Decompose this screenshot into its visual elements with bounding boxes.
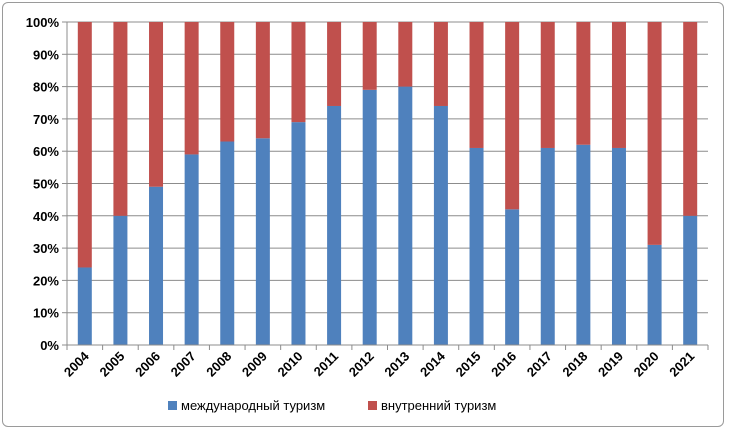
y-tick-label: 70% [33,112,59,127]
bar-domestic-2012 [362,22,377,90]
bar-international-2021 [683,215,698,345]
bar-international-2020 [647,244,662,345]
y-tick-label: 50% [33,177,59,192]
bar-domestic-2014 [433,22,448,106]
bar-domestic-2015 [469,22,484,148]
bar-international-2004 [77,267,92,345]
bar-domestic-2009 [255,22,270,139]
bar-domestic-2004 [77,22,92,268]
legend-swatch-international [168,401,177,410]
x-tick-label: 2007 [168,349,199,380]
bar-international-2010 [291,122,306,345]
bars [77,22,698,345]
x-tick-label: 2005 [96,349,127,380]
legend-label-domestic: внутренний туризм [381,398,496,413]
bar-domestic-2016 [505,22,520,210]
y-tick-label: 60% [33,144,59,159]
bar-domestic-2006 [149,22,164,187]
bar-domestic-2008 [220,22,235,142]
x-tick-labels: 2004 2005 2006 2007 2008 2009 2010 2011 2012 2013… [61,348,697,380]
y-tick-label: 80% [33,80,59,95]
x-tick-label: 2018 [559,349,590,380]
bar-domestic-2013 [398,22,413,87]
bar-international-2013 [398,86,413,345]
y-tick-label: 10% [33,306,59,321]
x-tick-label: 2010 [275,349,306,380]
x-tick-label: 2017 [524,349,555,380]
bar-international-2014 [433,105,448,345]
bar-international-2006 [149,186,164,345]
y-tick-label: 40% [33,209,59,224]
bar-domestic-2020 [647,22,662,245]
bar-international-2019 [611,147,626,345]
x-tick-label: 2020 [631,349,662,380]
bar-domestic-2007 [184,22,199,155]
y-tick-label: 90% [33,47,59,62]
y-tick-label: 0% [40,338,59,353]
x-tick-label: 2008 [203,349,234,380]
bar-international-2009 [255,138,270,345]
x-tick-label: 2021 [666,349,697,380]
legend-swatch-domestic [368,401,377,410]
bar-domestic-2010 [291,22,306,123]
x-tick-label: 2006 [132,349,163,380]
bar-domestic-2021 [683,22,698,216]
y-tick-labels: 0% 10% 20% 30% 40% 50% 60% 70% 80% 90% 100% [26,15,60,353]
x-tick-label: 2012 [346,349,377,380]
y-tick-label: 100% [26,15,60,30]
bar-international-2007 [184,154,199,345]
x-tick-label: 2004 [61,348,93,380]
bar-domestic-2005 [113,22,128,216]
x-tick-label: 2011 [311,349,342,380]
gridlines [67,21,708,346]
axes [62,21,709,350]
bar-domestic-2011 [327,22,342,106]
bar-international-2017 [540,147,555,345]
x-tick-label: 2019 [595,349,626,380]
bar-domestic-2019 [611,22,626,148]
bar-international-2011 [327,105,342,345]
x-tick-label: 2013 [381,349,412,380]
bar-domestic-2017 [540,22,555,148]
bar-international-2018 [576,144,591,345]
bar-international-2016 [505,209,520,345]
y-tick-label: 20% [33,273,59,288]
bar-international-2005 [113,215,128,345]
x-tick-label: 2015 [453,349,484,380]
legend-label-international: международный туризм [181,398,325,413]
bar-international-2008 [220,141,235,345]
bar-domestic-2018 [576,22,591,145]
bar-international-2015 [469,147,484,345]
x-tick-label: 2014 [417,348,449,380]
legend: международный туризм внутренний туризм [168,398,496,413]
x-tick-label: 2016 [488,349,519,380]
y-tick-label: 30% [33,241,59,256]
x-tick-label: 2009 [239,349,270,380]
bar-international-2012 [362,89,377,345]
